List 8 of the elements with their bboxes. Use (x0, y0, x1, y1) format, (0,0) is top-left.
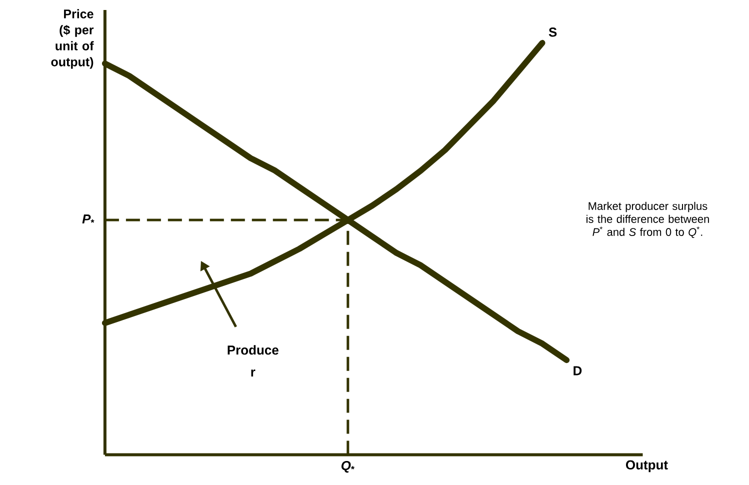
text: Market producer surplus is the difference between P$^{*}$ and S from 0 to Q$^{*}$. (586, 202, 709, 238)
series-label: S (548, 28, 557, 37)
y-axis-title: Price ($ per unit of output) (51, 9, 94, 69)
ref-line-label: P$_{*}$ (82, 214, 94, 224)
x-axis-title: Output (626, 460, 668, 472)
annotation: Produce r (228, 345, 278, 377)
series-label: D (574, 366, 582, 376)
text: Q$_{*}$ (341, 461, 354, 473)
